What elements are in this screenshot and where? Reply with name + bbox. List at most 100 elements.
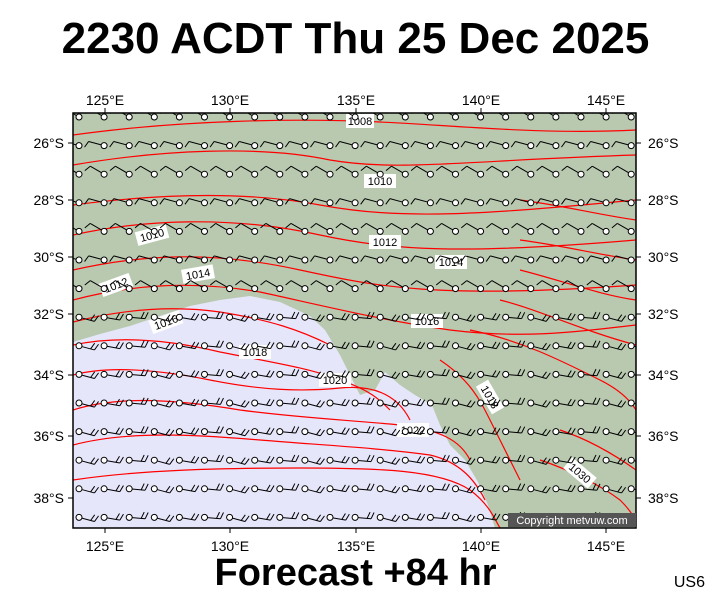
isobar-label: 1012 <box>373 237 397 249</box>
wind-barb <box>310 113 334 121</box>
wind-barb <box>159 140 183 150</box>
wind-barb <box>611 165 635 178</box>
longitude-labels-top: 125°E 130°E 135°E 140°E 145°E <box>86 92 625 108</box>
wind-barb <box>401 513 426 521</box>
wind-barb <box>611 198 635 207</box>
wind-barb <box>209 255 234 264</box>
map-frame <box>72 112 637 529</box>
wind-barbs <box>73 113 636 523</box>
lon-label: 135°E <box>337 92 375 108</box>
wind-barb <box>401 456 426 464</box>
wind-barb <box>226 456 250 465</box>
wind-barb <box>260 165 284 178</box>
wind-barb <box>627 399 636 407</box>
wind-barb <box>477 427 501 436</box>
wind-barb <box>385 255 409 264</box>
wind-barb <box>627 485 636 493</box>
wind-barb <box>401 484 426 493</box>
wind-barb <box>360 113 384 121</box>
isobar-label: 1020 <box>323 375 347 387</box>
wind-barb <box>577 368 601 378</box>
wind-barb <box>301 342 325 351</box>
wind-barb <box>351 454 375 464</box>
wind-barb <box>84 222 108 235</box>
wind-barb <box>235 222 259 235</box>
lon-label: 145°E <box>587 92 625 108</box>
wind-barb <box>536 280 560 293</box>
wind-barb <box>586 222 610 235</box>
wind-barb <box>276 368 300 378</box>
wind-barb <box>150 513 175 523</box>
wind-barb <box>461 165 485 178</box>
wind-barb <box>251 456 275 464</box>
wind-barb <box>301 428 325 437</box>
wind-barb <box>461 280 485 293</box>
wind-barb <box>100 398 124 407</box>
wind-barb <box>461 113 485 121</box>
wind-barb <box>150 370 175 380</box>
wind-barb <box>360 140 384 150</box>
isobar-label: 1008 <box>348 116 372 128</box>
wind-barb <box>577 340 601 350</box>
wind-barb <box>276 311 300 321</box>
wind-barb <box>577 311 601 321</box>
wind-barb <box>410 280 434 293</box>
copyright-text: Copyright metvuw.com <box>516 515 627 527</box>
wind-barb <box>552 341 576 350</box>
wind-barb <box>351 368 375 378</box>
wind-barb <box>586 255 610 264</box>
wind-barb <box>577 397 601 407</box>
wind-barb <box>426 426 450 436</box>
wind-barb <box>201 311 224 321</box>
wind-barb <box>561 165 585 178</box>
wind-barb <box>376 513 401 523</box>
wind-barb <box>226 428 250 437</box>
wind-barb <box>109 280 133 293</box>
wind-barb <box>150 399 175 408</box>
lon-label: 125°E <box>86 92 124 108</box>
latitude-labels-left: 26°S 28°S 30°S 32°S 34°S 36°S 38°S <box>33 135 64 506</box>
wind-barb <box>150 485 175 494</box>
wind-barb <box>360 165 384 178</box>
wind-barb <box>477 513 501 521</box>
wind-barb <box>159 255 183 264</box>
longitude-labels-bottom: 125°E 130°E 135°E 140°E 145°E <box>86 538 625 554</box>
wind-barb <box>100 313 124 321</box>
wind-barb <box>109 113 133 121</box>
wind-barb <box>502 426 526 436</box>
wind-barb <box>435 222 459 235</box>
wind-barb <box>426 454 450 464</box>
wind-barb <box>385 222 409 235</box>
wind-barb <box>360 280 384 293</box>
wind-barb <box>84 255 108 264</box>
wind-barb <box>552 313 576 321</box>
wind-barb <box>285 280 309 293</box>
wind-barb <box>561 280 585 293</box>
wind-barb <box>75 313 99 322</box>
lon-label: 140°E <box>462 92 500 108</box>
wind-barb <box>100 484 124 493</box>
wind-barb <box>75 399 99 408</box>
wind-barb <box>125 511 149 521</box>
wind-barb <box>75 342 99 351</box>
lat-label: 26°S <box>33 135 64 151</box>
wind-barb <box>125 454 149 464</box>
lat-label: 26°S <box>648 135 679 151</box>
wind-barb <box>134 280 158 293</box>
wind-barb <box>511 113 535 121</box>
wind-barb <box>502 454 526 464</box>
wind-barb <box>125 368 149 378</box>
wind-barb <box>527 399 551 408</box>
wind-barb <box>485 140 510 150</box>
wind-barb <box>251 398 275 407</box>
wind-barb <box>351 397 375 407</box>
lat-label: 36°S <box>33 428 64 444</box>
wind-barb <box>235 165 259 178</box>
isobar-label: 1014 <box>185 267 211 283</box>
wind-barb <box>511 280 535 293</box>
lat-label: 34°S <box>33 367 64 383</box>
wind-barb <box>259 255 284 264</box>
wind-barb <box>586 198 610 207</box>
lat-label: 28°S <box>648 192 679 208</box>
lat-label: 38°S <box>33 490 64 506</box>
